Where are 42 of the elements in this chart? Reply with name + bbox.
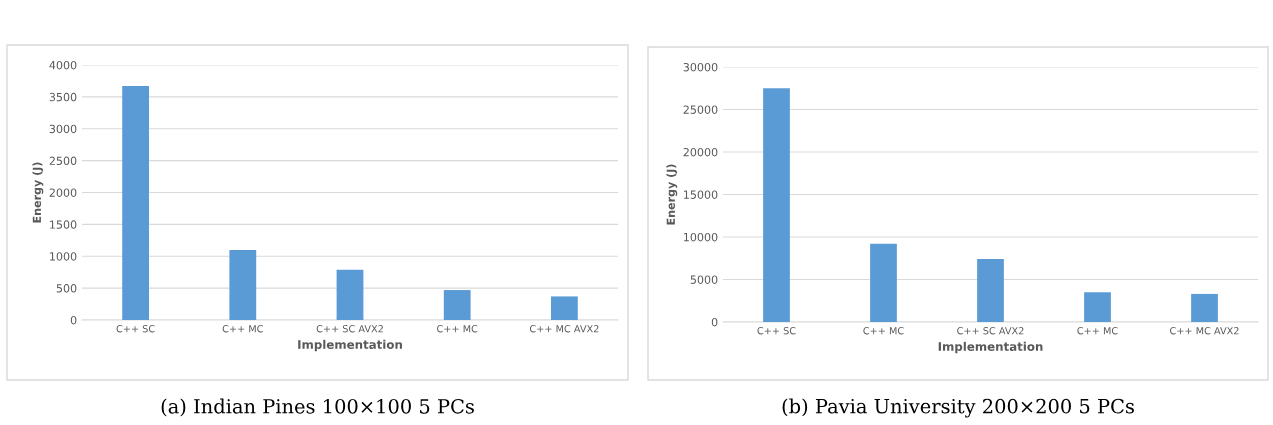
- y-tick-label: 0: [711, 317, 718, 327]
- y-tick-label: 2500: [49, 156, 77, 165]
- y-tick-label: 30000: [683, 62, 718, 72]
- x-tick-label: C++ SC: [757, 327, 796, 335]
- y-tick-label: 5000: [690, 275, 718, 284]
- x-tick-label: C++ MC AVX2: [529, 325, 599, 333]
- y-tick-label: 500: [56, 284, 77, 293]
- x-tick-label: C++ SC AVX2: [316, 325, 383, 333]
- bar: [763, 88, 790, 322]
- y-tick-label: 3000: [49, 124, 77, 134]
- y-tick-label: 25000: [683, 105, 718, 114]
- bar: [122, 86, 149, 320]
- bar: [551, 296, 578, 320]
- x-tick-label: C++ MC: [863, 327, 904, 335]
- x-tick-label: C++ MC AVX2: [1170, 327, 1239, 335]
- x-axis-title: Implementation: [938, 341, 1043, 354]
- y-tick-label: 10000: [684, 232, 718, 242]
- y-tick-label: 1500: [50, 220, 77, 229]
- y-tick-label: 4000: [49, 60, 77, 70]
- y-axis-title: Energy (J): [32, 162, 44, 223]
- bar: [336, 269, 364, 320]
- y-tick-label: 1000: [50, 252, 77, 261]
- bar: [1191, 293, 1218, 322]
- x-tick-label: C++ MC: [437, 325, 478, 333]
- bar: [870, 243, 897, 322]
- text: (b) Pavia University 200×200 5 PCs: [782, 398, 1134, 418]
- text: (a) Indian Pines 100×100 5 PCs: [161, 398, 474, 417]
- y-tick-label: 3500: [49, 92, 77, 102]
- y-tick-label: 15000: [684, 190, 718, 199]
- x-tick-label: C++ MC: [1077, 327, 1118, 335]
- y-axis-title: Energy (J): [666, 164, 678, 225]
- y-tick-label: 2000: [49, 188, 77, 197]
- y-tick-label: 20000: [683, 147, 718, 157]
- x-tick-label: C++ SC AVX2: [957, 327, 1024, 335]
- bar: [229, 249, 257, 320]
- x-tick-label: C++ MC: [222, 325, 263, 333]
- y-tick-label: 0: [70, 315, 77, 325]
- x-tick-label: C++ SC: [116, 325, 155, 333]
- bar: [1084, 292, 1111, 322]
- bar: [443, 290, 471, 320]
- bar: [977, 259, 1004, 322]
- x-axis-title: Implementation: [298, 339, 402, 352]
